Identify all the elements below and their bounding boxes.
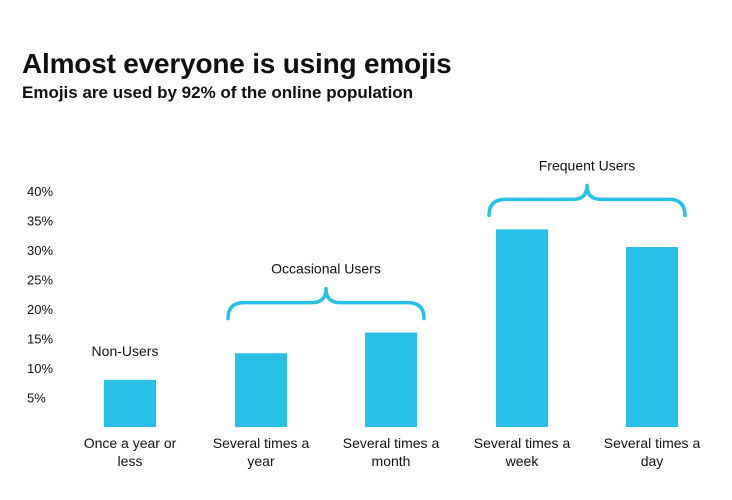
y-tick-label: 30% — [27, 243, 53, 258]
x-tick-label: Several times a — [213, 435, 310, 451]
group-brace — [487, 183, 687, 218]
group-annotations: Non-Users Occasional Users Frequent Users — [92, 157, 687, 359]
y-tick-label: 40% — [27, 184, 53, 199]
y-tick-label: 15% — [27, 332, 53, 347]
chart-title: Almost everyone is using emojis — [22, 48, 452, 79]
x-tick-label: Several times a — [604, 435, 701, 451]
x-tick-label: Several times a — [474, 435, 571, 451]
x-tick-label: day — [641, 453, 664, 469]
y-axis: 5% 10% 15% 20% 25% 30% 35% 40% — [27, 184, 53, 406]
bar — [104, 379, 156, 427]
bars — [104, 229, 678, 427]
y-tick-label: 25% — [27, 273, 53, 288]
y-tick-label: 10% — [27, 361, 53, 376]
y-tick-label: 20% — [27, 302, 53, 317]
group-label: Non-Users — [92, 343, 159, 359]
x-tick-label: Once a year or — [84, 435, 177, 451]
x-tick-label: month — [372, 453, 411, 469]
bar — [235, 353, 287, 427]
x-axis-labels: Once a year or less Several times a year Sev… — [84, 435, 701, 469]
group-label: Frequent Users — [539, 157, 635, 173]
x-tick-label: Several times a — [343, 435, 440, 451]
bar — [365, 332, 417, 427]
x-tick-label: year — [247, 453, 275, 469]
bar — [496, 229, 548, 427]
y-tick-label: 5% — [27, 391, 46, 406]
group-label: Occasional Users — [271, 261, 381, 277]
group-brace — [226, 286, 426, 321]
x-tick-label: less — [118, 453, 143, 469]
x-tick-label: week — [505, 453, 540, 469]
bar — [626, 247, 678, 427]
chart-subtitle: Emojis are used by 92% of the online pop… — [22, 83, 414, 102]
y-tick-label: 35% — [27, 214, 53, 229]
